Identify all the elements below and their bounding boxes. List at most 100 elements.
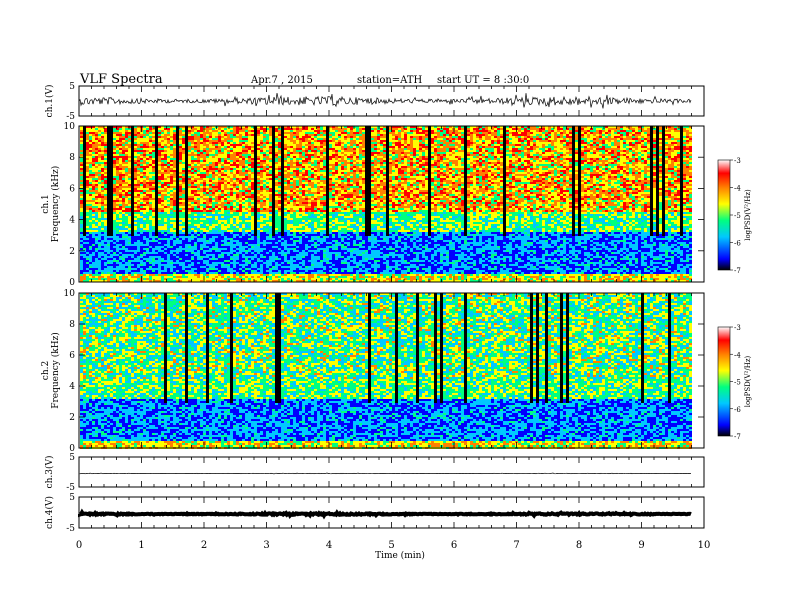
heatmap-cell	[242, 208, 245, 210]
heatmap-cell	[263, 130, 266, 132]
heatmap-cell	[185, 220, 188, 222]
heatmap-cell	[170, 260, 173, 262]
heatmap-cell	[173, 158, 176, 160]
heatmap-cell	[185, 206, 188, 208]
heatmap-cell	[86, 264, 89, 266]
heatmap-cell	[101, 172, 104, 174]
heatmap-cell	[101, 254, 104, 256]
heatmap-cell	[170, 166, 173, 168]
heatmap-cell	[164, 192, 167, 194]
heatmap-cell	[134, 242, 137, 244]
heatmap-cell	[131, 174, 134, 176]
heatmap-cell	[146, 180, 149, 182]
heatmap-cell	[122, 260, 125, 262]
heatmap-cell	[224, 234, 227, 236]
heatmap-cell	[266, 150, 269, 152]
heatmap-cell	[200, 174, 203, 176]
heatmap-cell	[200, 246, 203, 248]
heatmap-cell	[107, 214, 110, 216]
heatmap-cell	[125, 278, 128, 280]
heatmap-cell	[83, 204, 86, 206]
heatmap-cell	[209, 216, 212, 218]
heatmap-cell	[113, 196, 116, 198]
heatmap-cell	[98, 160, 101, 162]
heatmap-cell	[158, 150, 161, 152]
heatmap-cell	[203, 248, 206, 250]
heatmap-cell	[224, 174, 227, 176]
heatmap-cell	[113, 268, 116, 270]
heatmap-cell	[206, 268, 209, 270]
heatmap-cell	[95, 164, 98, 166]
heatmap-cell	[164, 272, 167, 274]
heatmap-cell	[89, 138, 92, 140]
heatmap-cell	[80, 260, 83, 262]
heatmap-cell	[131, 240, 134, 242]
heatmap-cell	[104, 176, 107, 178]
heatmap-cell	[134, 266, 137, 268]
heatmap-cell	[191, 144, 194, 146]
heatmap-cell	[179, 194, 182, 196]
heatmap-cell	[143, 156, 146, 158]
heatmap-cell	[170, 132, 173, 134]
heatmap-cell	[101, 240, 104, 242]
heatmap-cell	[134, 214, 137, 216]
heatmap-cell	[116, 172, 119, 174]
heatmap-cell	[209, 270, 212, 272]
heatmap-cell	[101, 268, 104, 270]
heatmap-cell	[263, 162, 266, 164]
heatmap-cell	[194, 232, 197, 234]
heatmap-cell	[230, 202, 233, 204]
heatmap-cell	[122, 248, 125, 250]
heatmap-cell	[194, 234, 197, 236]
heatmap-cell	[209, 138, 212, 140]
heatmap-cell	[80, 136, 83, 138]
heatmap-cell	[104, 254, 107, 256]
heatmap-cell	[107, 166, 110, 168]
heatmap-cell	[119, 206, 122, 208]
heatmap-cell	[200, 254, 203, 256]
heatmap-cell	[206, 152, 209, 154]
heatmap-cell	[110, 136, 113, 138]
heatmap-cell	[197, 254, 200, 256]
heatmap-cell	[116, 142, 119, 144]
heatmap-cell	[122, 206, 125, 208]
heatmap-cell	[86, 148, 89, 150]
heatmap-cell	[191, 164, 194, 166]
heatmap-cell	[116, 208, 119, 210]
heatmap-cell	[251, 244, 254, 246]
heatmap-cell	[245, 144, 248, 146]
heatmap-cell	[197, 270, 200, 272]
heatmap-cell	[149, 188, 152, 190]
heatmap-cell	[170, 146, 173, 148]
heatmap-cell	[131, 176, 134, 178]
heatmap-cell	[218, 240, 221, 242]
heatmap-cell	[125, 170, 128, 172]
heatmap-cell	[125, 200, 128, 202]
heatmap-cell	[89, 260, 92, 262]
heatmap-cell	[164, 210, 167, 212]
heatmap-cell	[98, 240, 101, 242]
heatmap-cell	[176, 136, 179, 138]
heatmap-cell	[116, 136, 119, 138]
heatmap-cell	[137, 170, 140, 172]
heatmap-cell	[149, 194, 152, 196]
heatmap-cell	[170, 182, 173, 184]
heatmap-cell	[146, 174, 149, 176]
heatmap-cell	[257, 258, 260, 260]
heatmap-cell	[245, 160, 248, 162]
heatmap-cell	[134, 208, 137, 210]
heatmap-cell	[194, 160, 197, 162]
heatmap-cell	[101, 188, 104, 190]
heatmap-cell	[230, 154, 233, 156]
heatmap-cell	[239, 182, 242, 184]
heatmap-cell	[209, 248, 212, 250]
heatmap-cell	[161, 234, 164, 236]
heatmap-cell	[224, 154, 227, 156]
heatmap-cell	[260, 236, 263, 238]
heatmap-cell	[155, 200, 158, 202]
heatmap-cell	[101, 274, 104, 276]
heatmap-cell	[257, 222, 260, 224]
heatmap-cell	[125, 270, 128, 272]
heatmap-cell	[230, 236, 233, 238]
heatmap-cell	[179, 142, 182, 144]
